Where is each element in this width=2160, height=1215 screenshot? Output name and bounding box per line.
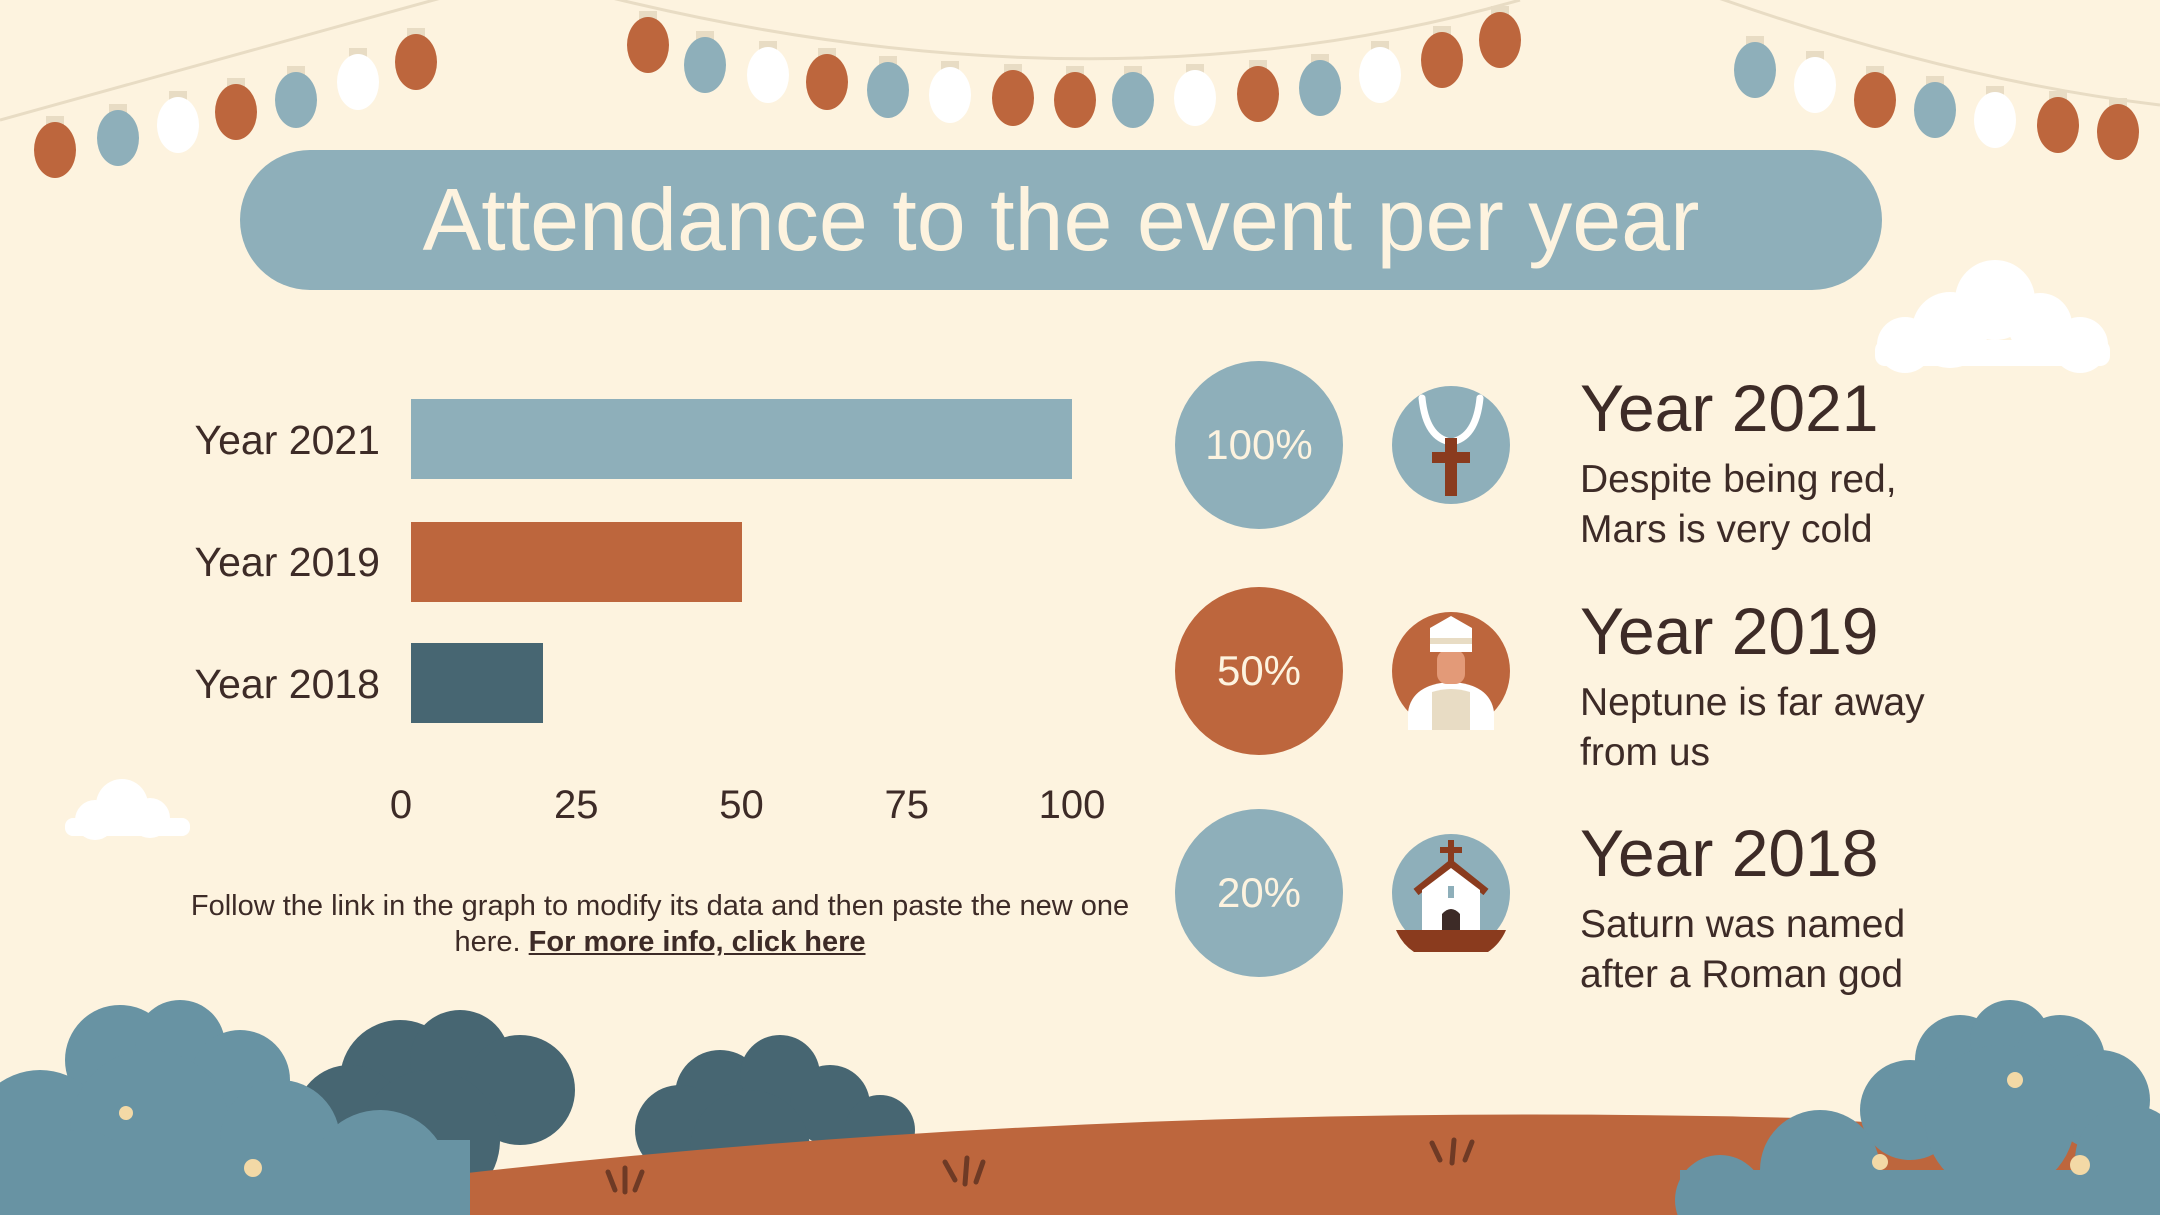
pope-icon xyxy=(1392,612,1510,730)
light-bulb xyxy=(34,122,76,178)
more-info-link[interactable]: For more info, click here xyxy=(528,926,866,958)
cloud-right xyxy=(1875,260,2110,373)
light-bulb xyxy=(1359,47,1401,103)
light-bulb xyxy=(275,72,317,128)
stat-desc-line: after a Roman god xyxy=(1580,953,1904,996)
stat-year-2018: Year 2018 xyxy=(1580,816,1879,890)
x-tick: 25 xyxy=(554,783,599,827)
light-bulb xyxy=(867,62,909,118)
x-tick: 0 xyxy=(389,783,413,827)
bar-label-2018: Year 2018 xyxy=(194,661,380,707)
bar-label-2019: Year 2019 xyxy=(194,539,380,585)
light-bulb xyxy=(1734,42,1776,98)
light-bulb xyxy=(337,54,379,110)
light-bulb xyxy=(1299,60,1341,116)
stat-desc-2021: Despite being red, Mars is very cold xyxy=(1580,455,2040,555)
light-bulb xyxy=(395,34,437,90)
title-banner: Attendance to the event per year xyxy=(240,150,1882,290)
stat-desc-2019: Neptune is far away from us xyxy=(1580,678,2040,778)
light-bulb xyxy=(157,97,199,153)
light-bulb xyxy=(992,70,1034,126)
percent-circle-2019: 50% xyxy=(1175,587,1343,755)
light-bulb xyxy=(1854,72,1896,128)
light-bushes-right xyxy=(1675,1000,2160,1215)
stat-desc-line: from us xyxy=(1580,731,1711,774)
page-title: Attendance to the event per year xyxy=(422,170,1700,269)
light-bulb xyxy=(747,47,789,103)
flowers xyxy=(119,1072,2090,1177)
string-lights xyxy=(0,0,2160,178)
bar-2021 xyxy=(411,399,1072,479)
stat-desc-line: Saturn was named xyxy=(1580,903,1906,946)
stat-desc-2018: Saturn was named after a Roman god xyxy=(1580,900,2040,1000)
light-bulb xyxy=(1479,12,1521,68)
church-icon xyxy=(1392,834,1510,952)
light-bulb xyxy=(684,37,726,93)
bar-2019 xyxy=(411,522,742,602)
bar-label-2021: Year 2021 xyxy=(194,417,380,463)
light-bulb xyxy=(1237,66,1279,122)
light-bulb xyxy=(1794,57,1836,113)
chart-note: Follow the link in the graph to modify i… xyxy=(190,888,1130,960)
cloud-left xyxy=(65,779,190,840)
stat-year-2019: Year 2019 xyxy=(1580,594,1879,668)
light-bulb xyxy=(929,67,971,123)
light-bulb xyxy=(97,110,139,166)
note-text: Follow the link in the graph to modify i… xyxy=(190,890,1130,958)
light-bulb xyxy=(806,54,848,110)
light-bulb xyxy=(2097,104,2139,160)
light-bulb xyxy=(1174,70,1216,126)
light-bulb xyxy=(1112,72,1154,128)
x-tick: 100 xyxy=(1038,783,1106,827)
light-bulb xyxy=(1914,82,1956,138)
rosary-cross-icon xyxy=(1392,386,1510,504)
light-bulb xyxy=(1421,32,1463,88)
stat-year-2021: Year 2021 xyxy=(1580,371,1879,445)
light-bulb xyxy=(627,17,669,73)
light-bulb xyxy=(215,84,257,140)
percent-circle-2018: 20% xyxy=(1175,809,1343,977)
percent-circle-2021: 100% xyxy=(1175,361,1343,529)
light-bulb xyxy=(1974,92,2016,148)
x-tick: 50 xyxy=(719,783,764,827)
light-bulb xyxy=(2037,97,2079,153)
stat-desc-line: Neptune is far away xyxy=(1580,681,1925,724)
x-tick: 75 xyxy=(884,783,930,827)
light-bulb xyxy=(1054,72,1096,128)
stat-desc-line: Mars is very cold xyxy=(1580,508,1873,551)
light-bushes-left xyxy=(0,1000,470,1215)
stat-desc-line: Despite being red, xyxy=(1580,458,1897,501)
bar-2018 xyxy=(411,643,544,723)
